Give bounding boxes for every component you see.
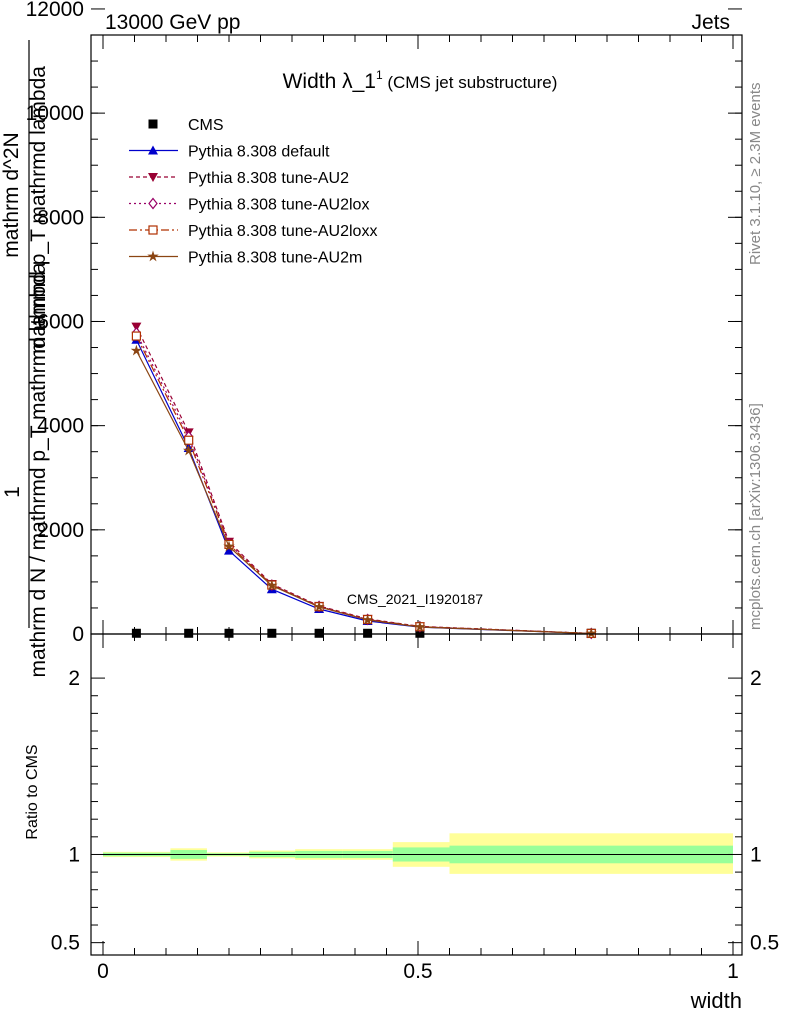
y-tick-label: 10000 — [26, 102, 84, 125]
y-label-numerator-1: 1 — [1, 486, 24, 498]
series-line — [135, 339, 592, 635]
x-axis-label: width — [690, 988, 742, 1013]
legend-marker — [148, 119, 158, 129]
data-point — [224, 545, 234, 555]
data-point — [415, 628, 425, 638]
ratio-y-tick-label-right: 2 — [750, 667, 762, 690]
y-tick-label: 0 — [72, 623, 84, 646]
data-point — [314, 628, 324, 638]
x-tick-label: 0.5 — [403, 960, 432, 983]
y-tick-label: 4000 — [37, 415, 84, 438]
chart-title-superscript: 1 — [376, 68, 383, 82]
legend-marker — [148, 145, 158, 155]
chart-title: Width λ_11 (CMS jet substructure) — [283, 68, 558, 93]
chart-subtitle: (CMS jet substructure) — [383, 73, 558, 92]
series-line — [135, 335, 592, 634]
data-point — [131, 331, 141, 341]
y-tick-label: 8000 — [37, 206, 84, 229]
ratio-y-tick-label-left: 2 — [68, 667, 80, 690]
ratio-y-tick-label-right: 0.5 — [750, 932, 779, 955]
watermark: CMS_2021_I1920187 — [347, 591, 483, 607]
data-point — [313, 600, 325, 612]
header-left: 13000 GeV pp — [105, 11, 240, 34]
data-point — [184, 628, 194, 638]
y-axis-label: 1 mathrm d N / mathrmd p_T mathrmd lambda… — [0, 40, 50, 678]
series-5 — [130, 344, 597, 639]
y-label-numerator-2: mathrm d^2N — [0, 132, 23, 257]
y-label-denominator-1: mathrm d N / mathrmd p_T mathrmd lambda — [27, 262, 50, 677]
series-line — [135, 350, 592, 635]
legend-label: Pythia 8.308 tune-AU2lox — [188, 197, 369, 214]
legend-marker — [147, 250, 159, 262]
legend-label: Pythia 8.308 tune-AU2loxx — [188, 223, 377, 240]
ratio-y-tick-label-left: 1 — [68, 843, 80, 866]
data-point — [363, 628, 373, 638]
ratio-y-axis-label: Ratio to CMS — [24, 744, 41, 839]
data-point — [585, 627, 597, 639]
data-point — [182, 444, 195, 456]
legend-marker — [148, 225, 158, 235]
series-line — [135, 332, 592, 634]
header-right: Jets — [691, 11, 730, 34]
legend-label: Pythia 8.308 tune-AU2 — [188, 170, 349, 187]
y-tick-label: 12000 — [26, 0, 84, 21]
y-label-denominator-2: mathrmd p_T mathrmd lambda — [27, 66, 50, 354]
legend-marker — [148, 173, 158, 182]
legend-label: Pythia 8.308 default — [188, 144, 330, 161]
legend-marker — [148, 197, 158, 210]
data-point — [130, 344, 143, 356]
x-tick-label: 0 — [97, 960, 109, 983]
data-point — [267, 628, 277, 638]
ratio-panel: 0.5 0.5 1 1 2 2 0 0.5 1 Ratio to CMS width — [24, 633, 779, 1013]
rivet-label: Rivet 3.1.10, ≥ 2.3M events — [747, 83, 764, 266]
series-0 — [131, 628, 596, 638]
data-point — [223, 540, 235, 552]
x-tick-label: 1 — [727, 960, 739, 983]
ratio-y-tick-label-right: 1 — [750, 843, 762, 866]
data-point — [414, 620, 426, 632]
legend-label: CMS — [188, 117, 224, 134]
y-tick-label: 2000 — [37, 519, 84, 542]
data-point — [184, 435, 194, 445]
ratio-y-tick-label-left: 0.5 — [51, 932, 80, 955]
series-line — [135, 326, 592, 634]
data-point — [131, 628, 141, 638]
ratio-frame — [90, 633, 743, 956]
mcplots-label: mcplots.cern.ch [arXiv:1306.3436] — [747, 403, 764, 630]
legend: CMS Pythia 8.308 default Pythia 8.308 tune… — [129, 117, 377, 267]
data-point — [266, 579, 278, 591]
legend-label: Pythia 8.308 tune-AU2m — [188, 250, 362, 267]
data-point — [224, 628, 234, 638]
chart-title-text: Width λ_1 — [283, 70, 376, 93]
data-point — [361, 613, 374, 625]
y-tick-label: 6000 — [37, 310, 84, 333]
main-panel: 0200040006000800010000120001400016000180… — [0, 0, 743, 678]
